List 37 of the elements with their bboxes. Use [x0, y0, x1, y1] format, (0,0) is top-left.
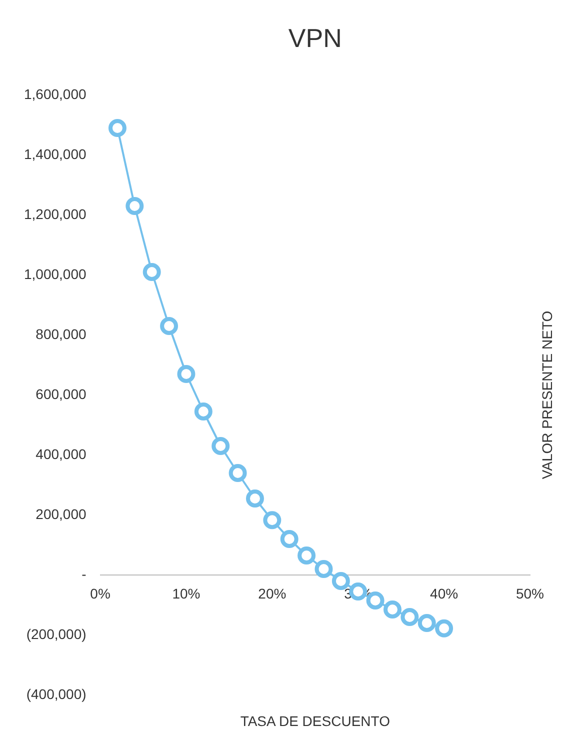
point [263, 511, 282, 530]
x-tick-label: 20% [258, 585, 286, 602]
x-tick-label: 10% [172, 585, 200, 602]
y-tick-label: 800,000 [36, 326, 86, 342]
y-tick-label: 1,400,000 [24, 146, 86, 162]
point [383, 600, 402, 618]
point [298, 546, 316, 564]
y-tick-label: 1,200,000 [24, 206, 86, 222]
chart-title: VPN [288, 23, 342, 54]
point [228, 464, 247, 482]
point [212, 437, 230, 455]
point [400, 608, 419, 626]
point [160, 317, 178, 335]
y-tick-label: 1,600,000 [24, 86, 86, 102]
point [314, 560, 333, 578]
y-tick-label: 400,000 [36, 446, 86, 462]
y-tick-label: 1,000,000 [24, 266, 86, 282]
point [246, 490, 264, 508]
x-tick-label: 40% [430, 585, 458, 602]
point [126, 197, 144, 215]
y-tick-label: 200,000 [36, 506, 86, 522]
y-tick-label: 600,000 [36, 386, 86, 402]
point [194, 402, 212, 420]
point [108, 119, 126, 137]
point [332, 572, 350, 590]
y-tick-label: (200,000) [26, 626, 86, 642]
x-tick-label: 0% [90, 585, 110, 602]
y-tick-label: - [82, 566, 87, 582]
y-axis-title: VALOR PRESENTE NETO [538, 310, 555, 480]
x-tick-label: 50% [516, 585, 544, 602]
point [435, 619, 454, 638]
point [177, 365, 196, 383]
y-tick-label: (400,000) [26, 686, 86, 702]
x-axis-title: TASA DE DESCUENTO [240, 712, 390, 729]
point [280, 530, 298, 548]
point [418, 614, 436, 632]
point [142, 263, 161, 281]
